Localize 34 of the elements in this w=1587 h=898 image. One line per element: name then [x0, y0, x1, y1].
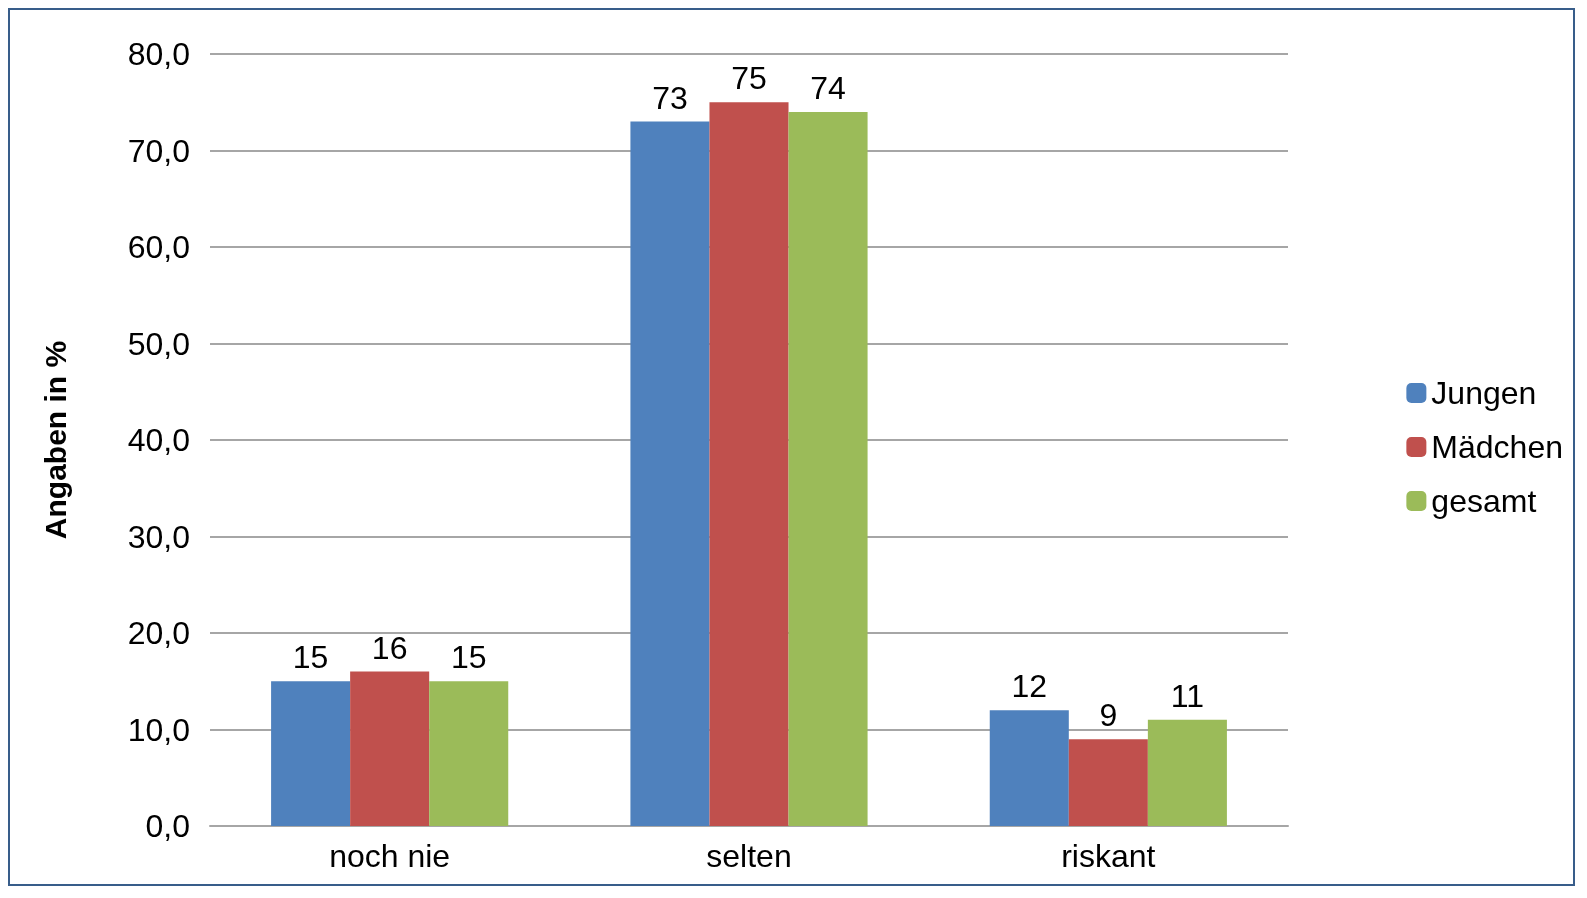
y-tick-label: 70,0	[127, 132, 190, 169]
data-label: 74	[810, 69, 846, 106]
data-label: 15	[292, 639, 329, 676]
data-label: 15	[450, 639, 487, 676]
y-tick-label: 10,0	[127, 711, 190, 748]
x-tick-label: noch nie	[329, 838, 451, 874]
bar	[1068, 739, 1148, 826]
y-tick-label: 40,0	[127, 422, 190, 458]
bar	[1147, 719, 1227, 826]
data-label: 11	[1170, 677, 1204, 714]
bar	[709, 102, 789, 826]
data-label: 16	[371, 629, 408, 666]
bar	[271, 681, 351, 826]
data-label: 9	[1099, 697, 1118, 734]
legend-label: gesamt	[1431, 483, 1537, 519]
bar	[989, 710, 1069, 826]
data-label: 12	[1011, 668, 1048, 705]
x-tick-label: selten	[706, 838, 792, 874]
y-tick-label: 20,0	[127, 615, 190, 651]
bar	[788, 111, 868, 826]
y-tick-label: 60,0	[127, 229, 190, 265]
data-label: 75	[731, 60, 767, 97]
y-tick-label: 0,0	[145, 808, 190, 844]
legend-label: Jungen	[1431, 375, 1537, 411]
y-axis-title: Angaben in %	[38, 340, 72, 540]
y-tick-label: 80,0	[127, 36, 190, 72]
legend-label: Mädchen	[1431, 429, 1563, 465]
bar	[350, 671, 430, 826]
bar	[630, 121, 710, 826]
y-tick-label: 50,0	[127, 325, 190, 362]
data-label: 73	[652, 79, 688, 116]
x-tick-label: riskant	[1061, 838, 1156, 874]
bar	[429, 681, 509, 826]
y-tick-label: 30,0	[127, 518, 190, 555]
